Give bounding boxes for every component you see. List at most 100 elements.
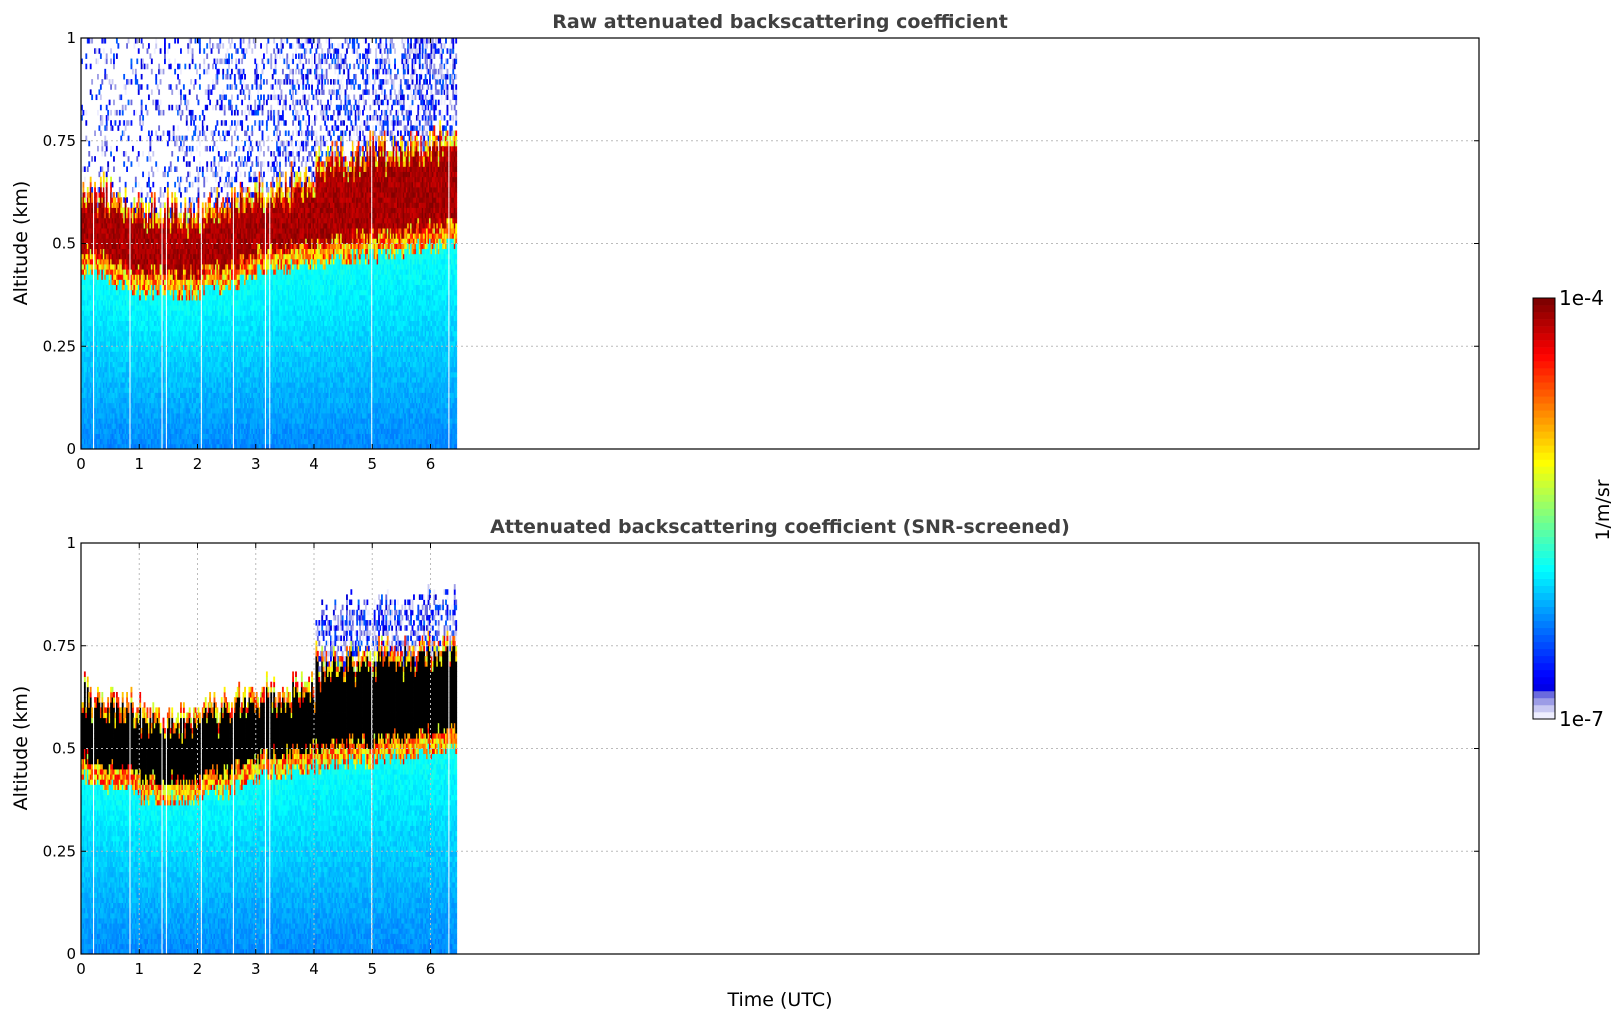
heatmap-cell xyxy=(166,300,169,306)
heatmap-cell xyxy=(139,233,142,239)
heatmap-cell xyxy=(193,377,195,383)
heatmap-cell xyxy=(102,274,105,280)
heatmap-cell xyxy=(142,428,145,434)
heatmap-cell xyxy=(111,253,114,260)
heatmap-cell xyxy=(127,269,130,275)
heatmap-cell xyxy=(101,79,104,85)
heatmap-cell xyxy=(137,161,140,167)
heatmap-cell xyxy=(198,310,201,316)
heatmap-cell xyxy=(185,284,188,291)
heatmap-cell xyxy=(174,356,177,363)
heatmap-cell xyxy=(134,279,137,285)
heatmap-cell xyxy=(134,212,137,219)
heatmap-cell xyxy=(146,320,149,327)
heatmap-cell xyxy=(120,423,123,429)
heatmap-cell xyxy=(113,335,115,342)
heatmap-cell xyxy=(105,356,108,363)
heatmap-cell xyxy=(130,371,133,378)
heatmap-cell xyxy=(101,305,104,311)
heatmap-cell xyxy=(175,243,178,250)
heatmap-cell xyxy=(172,222,175,229)
heatmap-cell xyxy=(158,392,161,399)
heatmap-cell xyxy=(143,212,146,219)
heatmap-cell xyxy=(198,315,201,321)
heatmap-cell xyxy=(181,305,184,311)
heatmap-cell xyxy=(184,300,187,306)
heatmap-cell xyxy=(105,325,108,332)
heatmap-cell xyxy=(187,438,190,445)
heatmap-cell xyxy=(95,402,98,409)
heatmap-cell xyxy=(94,305,96,311)
heatmap-cell xyxy=(159,300,162,306)
heatmap-cell xyxy=(104,346,107,352)
heatmap-cell xyxy=(133,438,136,445)
heatmap-cell xyxy=(86,443,89,449)
heatmap-cell xyxy=(164,253,166,260)
heatmap-cell xyxy=(196,413,198,419)
heatmap-cell xyxy=(82,197,85,203)
heatmap-cell xyxy=(126,407,128,414)
heatmap-cell xyxy=(142,443,145,449)
heatmap-cell xyxy=(159,428,162,434)
heatmap-cell xyxy=(136,156,139,162)
heatmap-cell xyxy=(201,397,204,404)
heatmap-cell xyxy=(184,99,187,106)
heatmap-cell xyxy=(166,325,169,332)
heatmap-cell xyxy=(201,382,204,388)
heatmap-cell xyxy=(82,264,85,270)
heatmap-cell xyxy=(143,63,146,70)
heatmap-cell xyxy=(94,438,96,445)
heatmap-cell xyxy=(155,377,158,383)
heatmap-cell xyxy=(131,305,134,311)
heatmap-cell xyxy=(156,392,159,399)
heatmap-cell xyxy=(178,310,181,316)
heatmap-cell xyxy=(213,43,216,49)
heatmap-cell xyxy=(120,330,123,337)
heatmap-cell xyxy=(133,43,136,49)
heatmap-cell xyxy=(191,438,194,445)
heatmap-cell xyxy=(102,377,105,383)
heatmap-cell xyxy=(212,300,214,306)
heatmap-cell xyxy=(105,382,108,388)
heatmap-cell xyxy=(156,233,159,239)
heatmap-cell xyxy=(102,330,105,337)
heatmap-cell xyxy=(194,253,197,260)
heatmap-cell xyxy=(140,392,143,399)
heatmap-cell xyxy=(152,171,155,178)
heatmap-cell xyxy=(136,413,139,419)
heatmap-cell xyxy=(197,330,200,337)
heatmap-cell xyxy=(126,320,128,327)
heatmap-cell xyxy=(142,433,145,440)
heatmap-cell xyxy=(153,258,156,265)
heatmap-cell xyxy=(94,325,96,332)
heatmap-cell xyxy=(203,433,206,440)
heatmap-cell xyxy=(172,269,175,275)
heatmap-cell xyxy=(111,438,114,445)
heatmap-cell xyxy=(193,387,195,393)
heatmap-cell xyxy=(178,238,181,244)
heatmap-cell xyxy=(86,315,89,321)
heatmap-cell xyxy=(127,346,130,352)
heatmap-cell xyxy=(130,294,133,301)
heatmap-cell xyxy=(164,243,166,250)
heatmap-cell xyxy=(107,320,110,327)
heatmap-cell xyxy=(89,366,92,373)
heatmap-cell xyxy=(180,212,182,219)
heatmap-cell xyxy=(201,418,204,424)
heatmap-cell xyxy=(127,320,130,327)
heatmap-cell xyxy=(101,202,104,208)
heatmap-cell xyxy=(98,89,101,95)
heatmap-cell xyxy=(113,274,115,280)
heatmap-cell xyxy=(209,212,212,219)
heatmap-cell xyxy=(210,166,213,172)
heatmap-cell xyxy=(159,274,162,280)
heatmap-cell xyxy=(97,330,99,337)
heatmap-cell xyxy=(110,335,112,342)
heatmap-cell xyxy=(121,330,124,337)
heatmap-cell xyxy=(134,207,137,214)
heatmap-cell xyxy=(86,294,89,301)
heatmap-cell xyxy=(156,135,159,142)
heatmap-cell xyxy=(117,228,120,234)
heatmap-cell xyxy=(81,228,83,234)
heatmap-cell xyxy=(177,300,179,306)
